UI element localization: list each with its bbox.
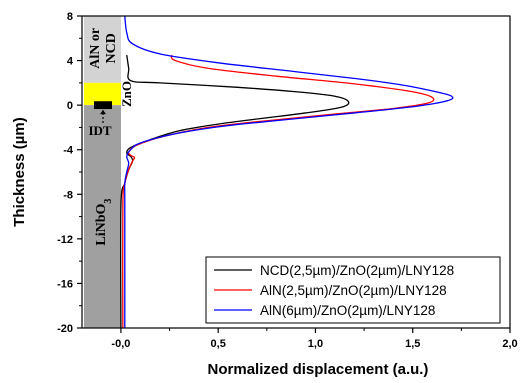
y-tick-label-5: -12	[57, 234, 73, 246]
y-tick-label-1: 4	[67, 56, 74, 68]
y-tick-label-3: -4	[63, 145, 74, 157]
idt-label: IDT	[88, 123, 111, 138]
layer-band-2	[84, 105, 121, 329]
layer-bands	[84, 16, 121, 329]
x-tick-label-1: 0,5	[211, 338, 226, 350]
x-tick-label-0: -0,0	[111, 338, 130, 350]
series-group	[119, 15, 454, 329]
idt-arrow-head	[100, 110, 106, 115]
layer-labels: AlN orNCD ZnO LiNbO3 IDT	[88, 28, 134, 246]
x-tick-label-2: 1,0	[308, 338, 323, 350]
idt-marker	[94, 101, 112, 123]
layer-label-top-line-1: AlN or	[88, 28, 103, 69]
y-axis-label: Thickness (µm)	[11, 117, 28, 227]
y-tick-label-0: 8	[67, 11, 73, 23]
layer-band-0	[84, 16, 121, 83]
legend-entry-0: NCD(2,5µm)/ZnO(2µm)/LNY128	[260, 263, 454, 278]
x-tick-label-4: 2,0	[502, 338, 517, 350]
layer-label-zno: ZnO	[119, 81, 134, 107]
layer-band-1	[84, 82, 121, 106]
layer-label-top: AlN orNCD	[88, 28, 119, 69]
legend-entry-1: AlN(2,5µm)/ZnO(2µm)/LNY128	[260, 283, 447, 298]
x-tick-label-3: 1,5	[405, 338, 420, 350]
layer-label-substrate: LiNbO3	[94, 199, 114, 246]
legend-entry-2: AlN(6µm)/ZnO(2µm)/LNY128	[260, 303, 435, 318]
layer-label-substrate-subscript: 3	[103, 199, 114, 204]
series-line-2	[124, 15, 454, 328]
series-line-1	[122, 54, 435, 329]
y-tick-label-4: -8	[63, 189, 73, 201]
layer-label-substrate-text: LiNbO	[94, 204, 109, 246]
y-tick-label-2: 0	[67, 100, 73, 112]
y-tick-label-7: -20	[57, 323, 73, 335]
y-tick-label-6: -16	[57, 278, 73, 290]
axes: 8 4 0 -4 -8 -12 -16 -20 -0,0 0,5 1,0 1,5 2,0	[57, 11, 518, 350]
layer-label-top-line-2: NCD	[104, 33, 119, 63]
idt-electrode	[94, 101, 112, 110]
legend: NCD(2,5µm)/ZnO(2µm)/LNY128 AlN(2,5µm)/ZnO…	[205, 256, 501, 324]
x-axis-label: Normalized displacement (a.u.)	[208, 361, 429, 378]
legend-box	[205, 256, 501, 324]
